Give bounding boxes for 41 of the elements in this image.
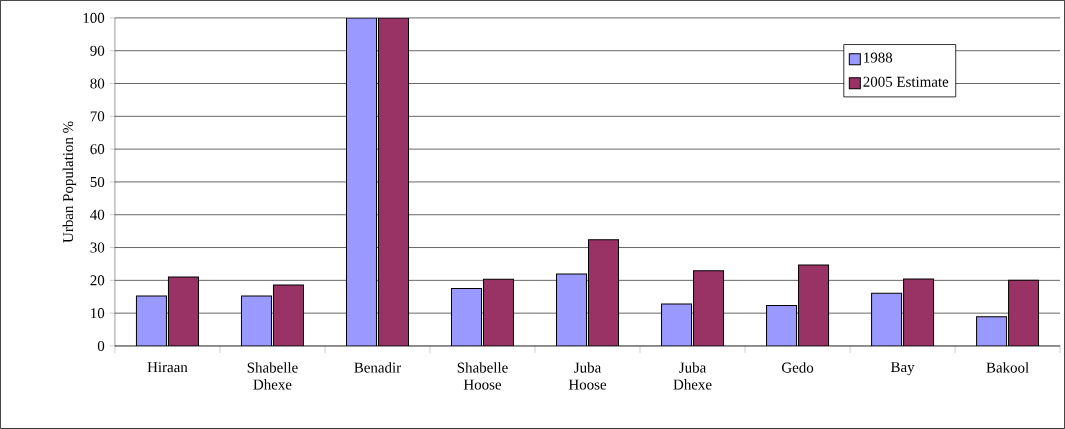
bar — [135, 295, 167, 347]
y-tick-label: 100 — [83, 12, 105, 23]
y-tick-label: 80 — [90, 78, 105, 89]
y-tick-label: 50 — [90, 176, 105, 188]
bar — [451, 288, 482, 347]
y-tick-label: 30 — [90, 242, 105, 253]
bar — [1008, 279, 1040, 347]
bar — [798, 264, 830, 347]
bar — [766, 305, 798, 347]
bar — [693, 270, 725, 347]
y-tick-label: 70 — [90, 111, 105, 122]
y-axis-title: Urban Population % — [62, 121, 77, 243]
y-tick-label: 20 — [90, 275, 105, 286]
y-tick-label: 60 — [90, 144, 105, 155]
x-tick-label: Bakool — [986, 362, 1029, 373]
x-tick-label: Shabelle Dhexe — [247, 362, 298, 390]
bar — [167, 276, 199, 347]
bar — [345, 17, 377, 347]
x-tick-label: Bay — [890, 362, 915, 376]
y-tick-label: 10 — [91, 308, 105, 319]
y-tick-label: 0 — [97, 340, 105, 352]
bar — [482, 278, 514, 347]
bar — [556, 273, 588, 347]
bar — [241, 296, 272, 347]
bar — [903, 278, 935, 347]
y-tick-label: 40 — [90, 209, 105, 220]
legend-label: 2005 Estimate — [863, 76, 949, 87]
x-tick-label: Juba Hoose — [568, 362, 607, 390]
x-tick-label: Juba Dhexe — [673, 362, 712, 390]
bar — [976, 316, 1008, 347]
bar — [273, 285, 304, 347]
y-tick-label: 90 — [90, 45, 105, 56]
bar — [871, 292, 903, 347]
x-tick-label: Shabelle Hoose — [457, 362, 508, 390]
x-tick-label: Benadir — [354, 362, 402, 373]
bar — [588, 239, 620, 347]
x-tick-label: Hiraan — [147, 362, 188, 373]
x-tick-label: Gedo — [781, 362, 814, 373]
bar — [377, 17, 409, 347]
legend-label: 1988 — [864, 52, 893, 63]
bar — [661, 303, 693, 347]
